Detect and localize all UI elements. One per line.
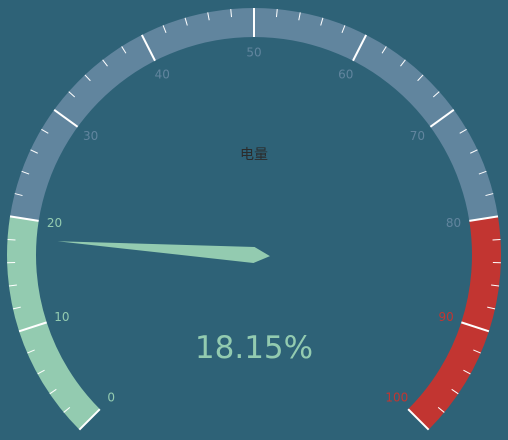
gauge-tick-label: 30 (83, 129, 98, 143)
gauge-minor-tick (21, 170, 30, 175)
gauge-tick-label: 40 (155, 68, 170, 82)
gauge-major-tick (429, 109, 455, 128)
gauge-tick-label: 10 (54, 310, 69, 324)
gauge-tick-label: 50 (246, 46, 261, 60)
gauge-minor-tick (27, 349, 35, 354)
gauge-pointer (57, 241, 270, 263)
gauge-minor-tick (162, 25, 167, 33)
gauge-minor-tick (463, 369, 471, 375)
gauge-minor-tick (485, 193, 494, 197)
gauge-minor-tick (400, 59, 406, 67)
gauge-ticks (7, 8, 501, 431)
gauge-minor-tick (230, 9, 233, 18)
gauge-band-0 (7, 216, 100, 430)
gauge-bands (7, 8, 501, 430)
gauge-minor-tick (41, 128, 49, 134)
gauge-band-2 (408, 216, 501, 430)
gauge-minor-tick (341, 25, 346, 33)
gauge-major-tick (78, 408, 101, 431)
gauge-tick-labels: 0 10 20 30 40 50 60 70 80 90 100 (47, 46, 461, 405)
gauge-minor-tick (473, 349, 481, 354)
gauge-tick-label: 20 (47, 216, 62, 230)
gauge-minor-tick (487, 306, 496, 310)
gauge-minor-tick (37, 369, 45, 375)
gauge-minor-tick (451, 388, 459, 395)
gauge-tick-label: 90 (438, 310, 453, 324)
gauge-minor-tick (207, 12, 210, 21)
gauge-tick-label: 0 (107, 390, 115, 404)
gauge-minor-tick (14, 193, 23, 197)
gauge-minor-tick (8, 284, 17, 287)
gauge-title: 电量 (240, 147, 268, 163)
gauge-minor-tick (417, 74, 424, 82)
gauge-minor-tick (432, 91, 440, 98)
gauge-major-tick (469, 215, 499, 222)
gauge-major-tick (140, 34, 156, 62)
gauge-major-tick (352, 34, 368, 62)
gauge-minor-tick (275, 9, 278, 18)
gauge-major-tick (53, 109, 79, 128)
gauge-minor-tick (30, 149, 38, 154)
gauge-minor-tick (68, 91, 76, 98)
gauge-major-tick (461, 321, 490, 333)
gauge-tick-label: 80 (446, 216, 461, 230)
gauge-minor-tick (63, 406, 71, 413)
gauge-tick-label: 70 (410, 129, 425, 143)
gauge-tick-label: 100 (385, 390, 408, 404)
gauge-minor-tick (121, 46, 127, 54)
gauge-minor-tick (492, 238, 501, 241)
gauge-pointer-group (57, 241, 270, 263)
gauge-minor-tick (437, 406, 445, 413)
gauge-minor-tick (12, 306, 21, 310)
gauge-tick-label: 60 (338, 68, 353, 82)
gauge-major-tick (407, 408, 430, 431)
gauge-minor-tick (298, 12, 301, 21)
gauge-minor-tick (7, 238, 16, 241)
gauge-minor-tick (491, 284, 500, 287)
gauge-band-1 (10, 8, 498, 221)
gauge-minor-tick (49, 388, 57, 395)
gauge-minor-tick (381, 46, 387, 54)
gauge-minor-tick (478, 170, 487, 175)
gauge-major-tick (9, 215, 39, 222)
gauge-value-readout: 18.15% (194, 330, 314, 366)
gauge-minor-tick (84, 74, 91, 82)
gauge-minor-tick (102, 59, 108, 67)
gauge-minor-tick (459, 128, 467, 134)
gauge-minor-tick (320, 17, 324, 26)
gauge-major-tick (18, 321, 47, 333)
gauge-minor-tick (470, 149, 478, 154)
gauge-minor-tick (184, 17, 188, 26)
